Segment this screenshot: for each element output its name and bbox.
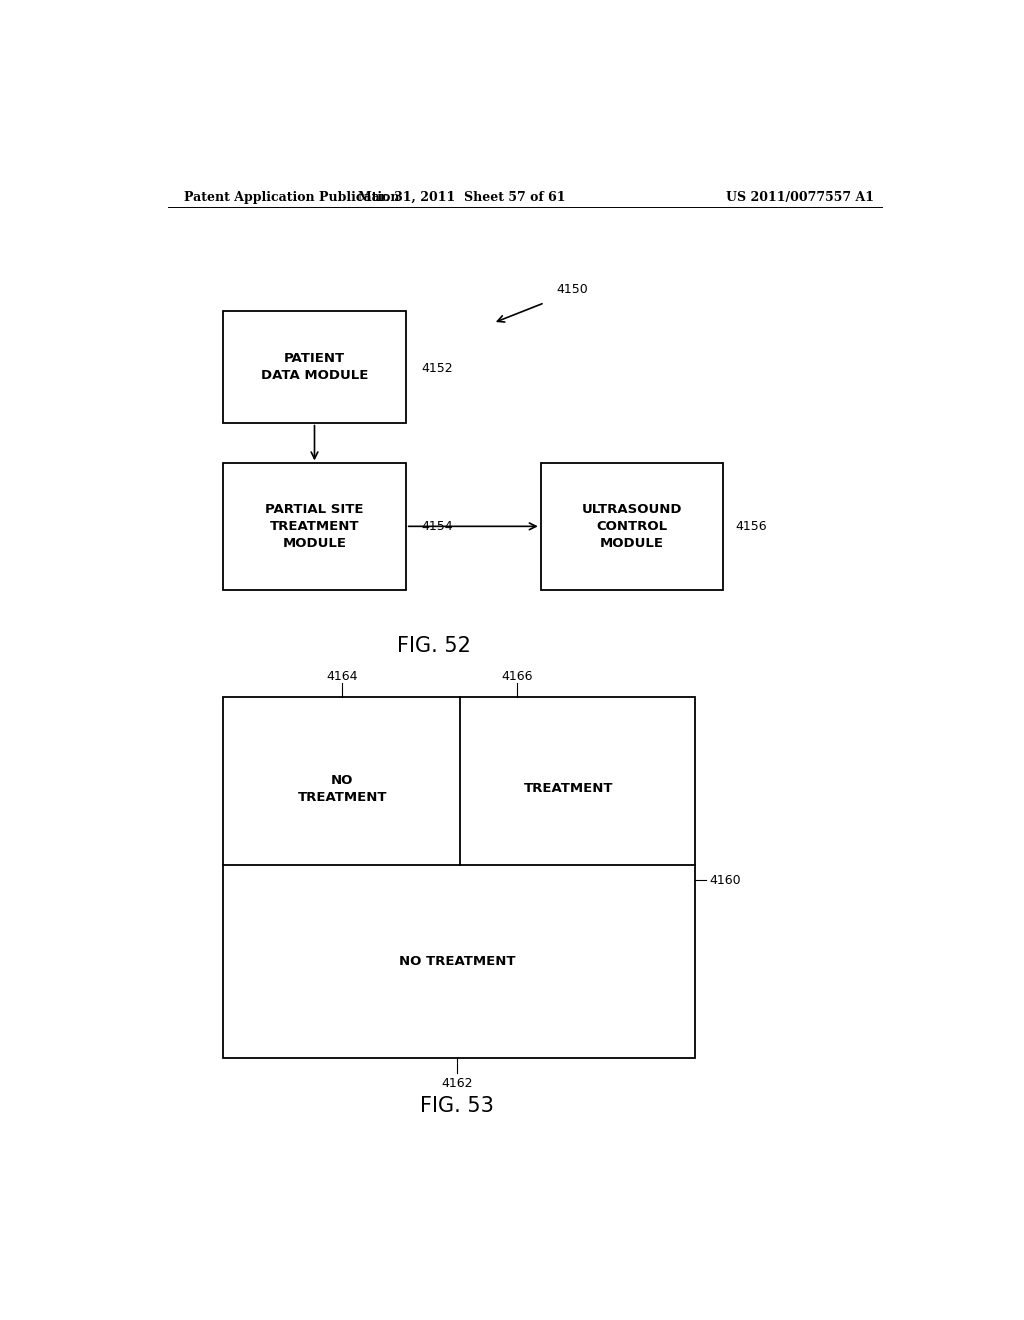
Bar — [541, 463, 723, 590]
Text: TREATMENT: TREATMENT — [523, 781, 613, 795]
Text: PATIENT
DATA MODULE: PATIENT DATA MODULE — [261, 351, 369, 381]
Bar — [223, 312, 406, 422]
Bar — [223, 463, 406, 590]
Text: US 2011/0077557 A1: US 2011/0077557 A1 — [726, 190, 873, 203]
Text: 4150: 4150 — [557, 282, 589, 296]
Text: PARTIAL SITE
TREATMENT
MODULE: PARTIAL SITE TREATMENT MODULE — [265, 503, 364, 550]
Text: ULTRASOUND
CONTROL
MODULE: ULTRASOUND CONTROL MODULE — [582, 503, 682, 550]
Text: FIG. 53: FIG. 53 — [421, 1096, 495, 1115]
Text: FIG. 52: FIG. 52 — [396, 636, 470, 656]
Text: NO
TREATMENT: NO TREATMENT — [298, 774, 387, 804]
Bar — [223, 697, 695, 1057]
Text: 4154: 4154 — [422, 520, 454, 533]
Text: 4164: 4164 — [327, 669, 358, 682]
Text: 4160: 4160 — [710, 874, 741, 887]
Text: Patent Application Publication: Patent Application Publication — [183, 190, 399, 203]
Text: 4156: 4156 — [735, 520, 767, 533]
Text: 4152: 4152 — [422, 362, 454, 375]
Text: NO TREATMENT: NO TREATMENT — [399, 954, 516, 968]
Text: 4166: 4166 — [501, 669, 532, 682]
Text: Mar. 31, 2011  Sheet 57 of 61: Mar. 31, 2011 Sheet 57 of 61 — [357, 190, 565, 203]
Text: 4162: 4162 — [441, 1077, 473, 1090]
